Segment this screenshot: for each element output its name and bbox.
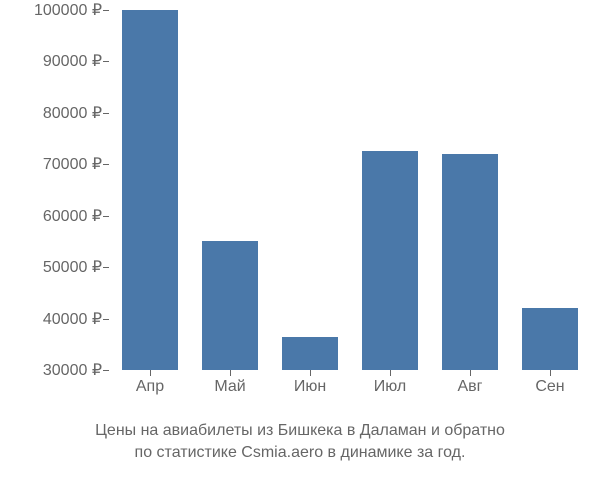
x-axis-label: Май <box>214 378 245 396</box>
y-axis-label: 80000 ₽ <box>43 103 102 123</box>
y-tick <box>103 10 109 11</box>
bar <box>202 241 258 370</box>
x-tick <box>150 370 151 376</box>
x-tick <box>390 370 391 376</box>
y-axis-label: 50000 ₽ <box>43 257 102 277</box>
y-tick <box>103 164 109 165</box>
bar <box>522 308 578 370</box>
y-tick <box>103 267 109 268</box>
x-tick <box>470 370 471 376</box>
y-axis-label: 30000 ₽ <box>43 360 102 380</box>
x-axis-label: Июл <box>374 378 406 396</box>
bar <box>362 151 418 370</box>
x-tick <box>550 370 551 376</box>
x-axis-label: Июн <box>294 378 326 396</box>
y-axis-label: 90000 ₽ <box>43 51 102 71</box>
x-axis-label: Апр <box>136 378 164 396</box>
bar <box>282 337 338 370</box>
y-axis-label: 100000 ₽ <box>34 0 102 20</box>
y-tick <box>103 319 109 320</box>
y-tick <box>103 61 109 62</box>
y-tick <box>103 370 109 371</box>
x-tick <box>230 370 231 376</box>
plot-area <box>110 10 590 370</box>
y-tick <box>103 216 109 217</box>
x-axis-label: Сен <box>535 378 564 396</box>
y-tick <box>103 113 109 114</box>
bar <box>122 10 178 370</box>
y-axis-label: 70000 ₽ <box>43 154 102 174</box>
x-axis-label: Авг <box>457 378 482 396</box>
price-bar-chart: 30000 ₽ 40000 ₽ 50000 ₽ 60000 ₽ 70000 ₽ 80000… <box>0 0 600 420</box>
x-tick <box>310 370 311 376</box>
caption-line-2: по статистике Csmia.aero в динамике за г… <box>135 444 466 461</box>
caption-line-1: Цены на авиабилеты из Бишкека в Даламан … <box>95 422 505 439</box>
chart-caption: Цены на авиабилеты из Бишкека в Даламан … <box>0 420 600 463</box>
bar <box>442 154 498 370</box>
y-axis-label: 40000 ₽ <box>43 309 102 329</box>
y-axis-label: 60000 ₽ <box>43 206 102 226</box>
